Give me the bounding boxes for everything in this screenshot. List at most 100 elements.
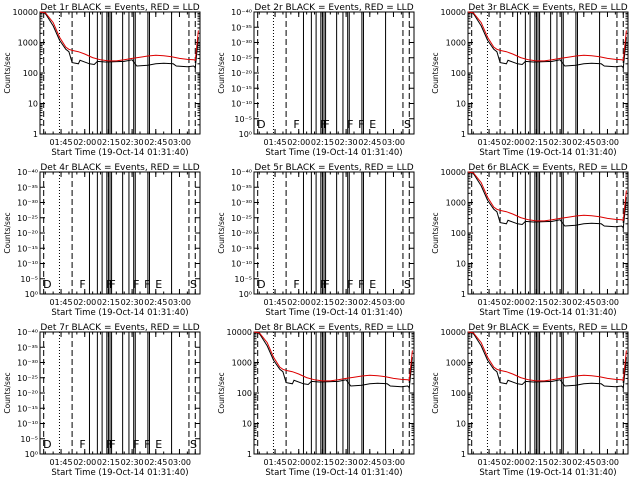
y-tick-label: 10⁻²⁵ — [231, 214, 252, 223]
x-axis-label: Start Time (19-Oct-14 01:31:40) — [51, 468, 188, 478]
flag-marker: F — [293, 118, 299, 131]
x-tick-label: 03:00 — [382, 298, 405, 307]
x-tick-label: 02:30 — [335, 138, 358, 147]
x-tick-label: 03:00 — [382, 458, 405, 467]
plot-frame — [39, 11, 201, 135]
x-axis-label: Start Time (19-Oct-14 01:31:40) — [265, 148, 402, 158]
x-axis-label: Start Time (19-Oct-14 01:31:40) — [265, 468, 402, 478]
y-tick-label: 10⁻⁵ — [234, 275, 252, 284]
chart-panel-6: Det 6r BLACK = Events, RED = LLD 1 10 100 10… — [431, 163, 629, 318]
y-tick-label: 1 — [33, 130, 38, 139]
y-tick-label: 1000 — [446, 199, 466, 208]
x-tick-label: 02:30 — [549, 138, 572, 147]
y-tick-label: 1 — [461, 290, 466, 299]
y-tick-label: 10000 — [441, 328, 466, 337]
y-tick-label: 100 — [451, 69, 466, 78]
lld-series-line — [253, 331, 413, 382]
events-series-line — [467, 171, 627, 229]
x-tick-label: 01:45 — [478, 298, 501, 307]
y-tick-label: 10⁰ — [239, 290, 252, 299]
y-tick-label: 10 — [456, 420, 466, 429]
y-axis-label: Counts/sec — [3, 212, 12, 253]
y-tick-label: 10⁻¹⁰ — [17, 420, 38, 429]
y-tick-label: 10000 — [441, 168, 466, 177]
plot-frame — [39, 171, 201, 295]
y-tick-label: 10⁻²⁰ — [17, 389, 38, 398]
y-tick-label: 10⁻¹⁵ — [231, 244, 252, 253]
x-tick-label: 02:45 — [572, 458, 595, 467]
x-tick-label: 01:45 — [264, 298, 287, 307]
x-tick-label: 02:15 — [525, 458, 548, 467]
y-axis-label: Counts/sec — [217, 212, 226, 253]
chart-title: Det 9r BLACK = Events, RED = LLD — [468, 323, 627, 333]
x-tick-label: 02:30 — [121, 298, 144, 307]
flag-marker: F — [358, 118, 364, 131]
x-tick-label: 03:00 — [596, 458, 619, 467]
chart-panel-2: Det 2r BLACK = Events, RED = LLD 10⁰ 10⁻⁵ 1… — [217, 3, 415, 158]
x-tick-label: 02:00 — [287, 138, 310, 147]
events-series-line — [253, 331, 413, 389]
y-tick-label: 10⁻⁵ — [20, 275, 38, 284]
plot-frame — [467, 331, 629, 455]
x-tick-label: 02:45 — [144, 138, 167, 147]
flag-marker: F — [79, 438, 85, 451]
plot-frame — [467, 171, 629, 295]
x-axis-label: Start Time (19-Oct-14 01:31:40) — [51, 148, 188, 158]
x-tick-label: 03:00 — [596, 138, 619, 147]
flag-marker: F — [323, 118, 329, 131]
y-tick-label: 1000 — [446, 39, 466, 48]
y-tick-label: 10⁰ — [239, 130, 252, 139]
y-tick-label: 10⁻³⁰ — [17, 199, 38, 208]
y-tick-label: 10⁻³⁵ — [231, 183, 252, 192]
x-tick-label: 02:15 — [525, 138, 548, 147]
y-tick-label: 100 — [451, 229, 466, 238]
x-tick-label: 02:45 — [572, 138, 595, 147]
x-tick-label: 02:45 — [572, 298, 595, 307]
flag-marker: S — [404, 118, 411, 131]
flag-marker: E — [155, 438, 162, 451]
x-tick-label: 02:45 — [144, 458, 167, 467]
y-tick-label: 10000 — [441, 8, 466, 17]
x-tick-label: 02:15 — [311, 138, 334, 147]
x-tick-label: 01:45 — [478, 458, 501, 467]
x-axis-label: Start Time (19-Oct-14 01:31:40) — [479, 148, 616, 158]
y-tick-label: 100 — [23, 69, 38, 78]
plot-frame — [39, 331, 201, 455]
flag-marker: F — [358, 278, 364, 291]
y-tick-label: 1000 — [446, 359, 466, 368]
x-tick-label: 01:45 — [50, 458, 73, 467]
chart-panel-4: Det 4r BLACK = Events, RED = LLD 10⁰ 10⁻⁵ 1… — [3, 163, 201, 318]
y-tick-label: 10⁻²⁰ — [231, 69, 252, 78]
flag-marker: F — [347, 118, 353, 131]
y-tick-label: 10 — [456, 260, 466, 269]
y-tick-label: 1 — [461, 130, 466, 139]
flag-marker: F — [144, 278, 150, 291]
flag-marker: F — [293, 278, 299, 291]
x-tick-label: 02:30 — [121, 138, 144, 147]
y-tick-label: 10000 — [13, 8, 38, 17]
x-tick-label: 02:15 — [525, 298, 548, 307]
plot-frame — [467, 11, 629, 135]
flag-marker: F — [109, 438, 115, 451]
chart-panel-8: Det 8r BLACK = Events, RED = LLD 1 10 100 10… — [217, 323, 415, 478]
y-tick-label: 10⁻³⁵ — [231, 23, 252, 32]
plot-frame — [253, 171, 415, 295]
y-tick-label: 10⁻⁵ — [20, 435, 38, 444]
flag-marker: F — [323, 278, 329, 291]
x-tick-label: 02:30 — [335, 298, 358, 307]
flag-marker: F — [144, 438, 150, 451]
y-tick-label: 10000 — [227, 328, 252, 337]
y-tick-label: 10⁻⁴⁰ — [17, 328, 38, 337]
y-tick-label: 100 — [451, 389, 466, 398]
x-axis-label: Start Time (19-Oct-14 01:31:40) — [479, 468, 616, 478]
plot-frame — [253, 11, 415, 135]
y-axis-label: Counts/sec — [3, 52, 12, 93]
y-axis-label: Counts/sec — [3, 372, 12, 413]
x-tick-label: 02:15 — [97, 138, 120, 147]
x-tick-label: 02:45 — [358, 138, 381, 147]
flag-marker: D — [43, 278, 51, 291]
x-axis-label: Start Time (19-Oct-14 01:31:40) — [265, 308, 402, 318]
y-tick-label: 10⁰ — [25, 290, 38, 299]
flag-marker: F — [106, 278, 112, 291]
